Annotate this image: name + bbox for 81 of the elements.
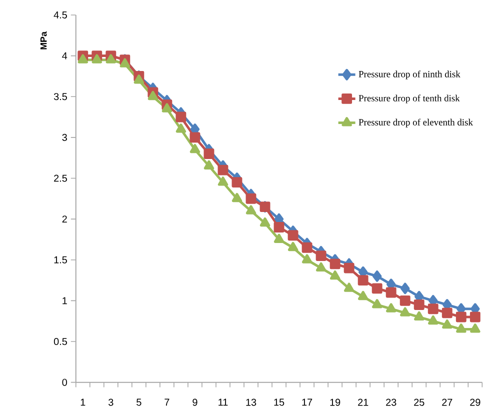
point: [372, 298, 382, 308]
point: [190, 132, 200, 143]
point: [232, 192, 242, 202]
point: [442, 308, 452, 318]
x-tick-label: 29: [470, 398, 480, 406]
point: [400, 307, 410, 316]
point: [190, 144, 200, 154]
point: [148, 90, 158, 100]
point: [274, 222, 284, 232]
point: [92, 54, 102, 64]
x-tick-label: 13: [246, 398, 256, 406]
point: [260, 217, 270, 227]
y-tick-label: 4.5: [54, 11, 67, 18]
x-tick-label: 25: [414, 398, 424, 406]
x-tick-label: 19: [330, 398, 340, 406]
point: [218, 164, 228, 176]
point: [456, 323, 466, 333]
point: [232, 176, 242, 188]
x-tick-label: 1: [80, 398, 86, 406]
point: [134, 74, 144, 84]
point: [316, 262, 326, 272]
y-axis-title: MPa: [40, 31, 47, 50]
point: [344, 282, 354, 292]
point: [428, 304, 438, 314]
point: [456, 312, 466, 322]
point: [288, 230, 298, 240]
point: [330, 258, 340, 270]
point: [316, 250, 326, 261]
y-tick-label: 0: [62, 378, 67, 386]
y-tick-label: 1.5: [54, 256, 67, 264]
point: [288, 242, 298, 251]
x-tick-label: 9: [192, 398, 198, 406]
point: [344, 262, 354, 274]
point: [78, 54, 88, 64]
legend-label: Pressure drop of eleventh disk: [358, 118, 473, 128]
point: [204, 148, 214, 159]
x-tick-label: 27: [442, 398, 452, 406]
y-tick-label: 1: [62, 297, 67, 304]
point: [470, 323, 480, 333]
point: [176, 123, 186, 133]
legend-label: Pressure drop of ninth disk: [358, 70, 460, 80]
y-tick-label: 4: [62, 52, 68, 60]
point: [218, 176, 228, 186]
x-tick-label: 17: [302, 398, 312, 406]
point: [386, 303, 396, 312]
point: [372, 270, 382, 282]
x-tick-label: 3: [108, 398, 114, 406]
x-tick-label: 15: [274, 398, 284, 406]
point: [442, 319, 452, 329]
point: [246, 205, 256, 214]
point: [302, 254, 312, 264]
point: [428, 315, 438, 324]
point: [414, 299, 424, 310]
point: [106, 54, 116, 64]
point: [162, 103, 172, 112]
y-tick-label: 3: [62, 134, 67, 141]
point: [358, 274, 368, 286]
x-tick-label: 5: [136, 398, 142, 406]
point: [274, 234, 284, 243]
point: [372, 283, 382, 294]
point: [386, 287, 396, 298]
x-tick-label: 23: [386, 398, 396, 406]
x-tick-label: 11: [218, 398, 228, 406]
y-tick-label: 2.5: [54, 174, 67, 182]
y-tick-label: 0.5: [54, 338, 67, 345]
y-tick-label: 3.5: [54, 92, 67, 100]
point: [400, 295, 410, 306]
x-tick-label: 21: [358, 398, 368, 406]
x-tick-label: 7: [164, 398, 170, 406]
y-tick-label: 2: [62, 215, 67, 222]
point: [302, 242, 312, 253]
point: [120, 58, 130, 68]
point: [330, 270, 340, 280]
point: [246, 193, 256, 204]
point: [400, 282, 410, 294]
legend-label: Pressure drop of tenth disk: [358, 94, 460, 104]
point: [414, 311, 424, 320]
point: [358, 290, 368, 300]
point: [470, 312, 480, 322]
point: [204, 160, 214, 170]
point: [176, 112, 186, 122]
